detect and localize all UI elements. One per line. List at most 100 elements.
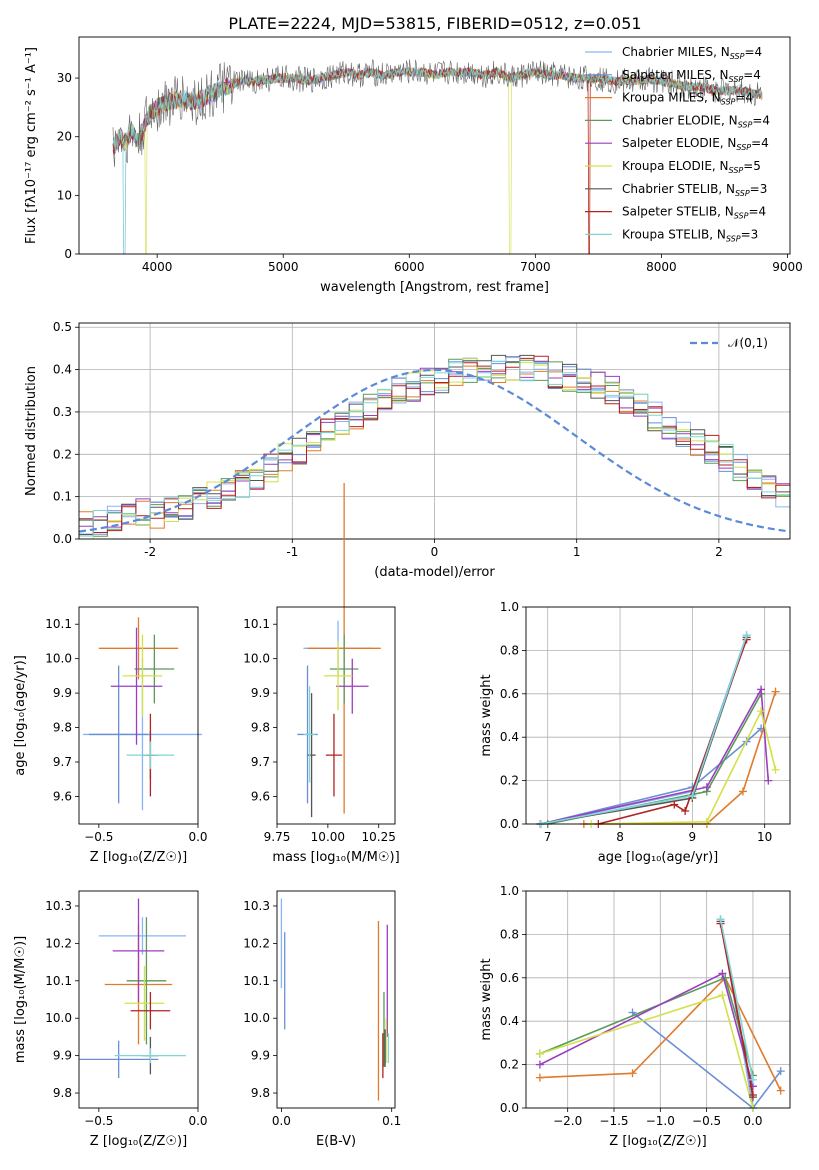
massweight_vs_age-xtick-label: 9 — [689, 830, 697, 844]
spectrum-xtick-label: 7000 — [520, 260, 551, 274]
age_vs_Z-xlabel: Z [log₁₀(Z/Z☉)] — [90, 850, 187, 865]
mass_vs_EBV-errorbars — [280, 898, 390, 1101]
plots: 4000 5000 6000 7000 8000 90000102030wavelengt… — [13, 36, 803, 1149]
massweight-series-line — [540, 686, 770, 825]
spectrum-axes: 4000 5000 6000 7000 8000 9000 0 10 20 30 — [57, 71, 803, 274]
spectrum-xtick-label: 9000 — [772, 260, 803, 274]
mass_vs_EBV-ytick-label: 9.8 — [251, 1086, 270, 1100]
mass_vs_Z-ytick-label: 10.2 — [45, 936, 72, 950]
spectrum-frame — [78, 36, 791, 255]
mass_vs_Z-frame — [78, 890, 199, 1109]
residual-ylabel: Normed distribution — [24, 366, 39, 496]
mass_vs_EBV-axes: 0.0 0.1 9.8 9.9 10.0 10.1 10.2 10.3 — [243, 899, 401, 1128]
residuals-xtick-label: 1 — [573, 545, 581, 559]
massweight-point — [771, 765, 780, 774]
massweight-point — [742, 631, 751, 640]
mass_vs_EBV-frame — [276, 890, 396, 1109]
legend-entry: Salpeter STELIB, NSSP=4 — [622, 205, 766, 221]
massweight-series-line — [540, 727, 762, 825]
massweight_vs_age-xlabel: age [log₁₀(age/yr)] — [598, 850, 719, 865]
mass_vs_Z-axes: −0.5 0.0 9.8 9.9 10.0 10.1 10.2 10.3 — [45, 899, 207, 1128]
massweight-point — [670, 800, 679, 809]
massweight_vs_Z-ytick-label: 0.0 — [500, 1101, 519, 1115]
massweight-point — [757, 707, 766, 716]
spectrum-ylabel: Flux [fλ10⁻¹⁷ erg cm⁻² s⁻¹ A⁻¹] — [24, 47, 39, 244]
legend-entry: Chabrier STELIB, NSSP=3 — [622, 182, 767, 198]
massweight-point — [776, 1067, 785, 1076]
age_vs_Z-ytick-label: 9.9 — [53, 686, 72, 700]
spectrum-ytick-label: 10 — [57, 188, 72, 202]
massweight-point — [721, 973, 730, 982]
age_vs_mass-ytick-label: 9.8 — [251, 721, 270, 735]
massweight-series-line — [539, 976, 782, 1091]
massweight-point — [738, 787, 747, 796]
residuals-xtick-label: 0 — [431, 545, 439, 559]
mass_vs_Z-ylabel: mass [log₁₀(M/M☉)] — [13, 936, 28, 1063]
residuals-ytick-label: 0.2 — [53, 447, 72, 461]
age_vs_Z-ytick-label: 10.0 — [45, 652, 72, 666]
age_vs_Z-errorbars — [82, 617, 202, 811]
legend-entry: Kroupa STELIB, NSSP=3 — [622, 227, 758, 243]
age_vs_mass-xtick-label: 10.00 — [311, 830, 345, 844]
massweight_vs_Z-xtick-label: −2.0 — [553, 1114, 582, 1128]
massweight_vs_Z-ytick-label: 0.8 — [500, 927, 519, 941]
residuals-frame — [78, 322, 791, 540]
massweight_vs_age-ytick-label: 0.2 — [500, 774, 519, 788]
massweight-point — [748, 1075, 757, 1084]
age_vs_mass-xlabel: mass [log₁₀(M/M☉)] — [272, 850, 399, 865]
massweight_vs_Z-axes: −2.0 −1.5 −1.0 −0.5 0.0 0.0 0.2 0.4 0.6 0.8 1.0 — [500, 884, 790, 1128]
mass_vs_Z-xlabel: Z [log₁₀(Z/Z☉)] — [90, 1134, 187, 1149]
massweight_vs_age-ylabel: mass weight — [479, 674, 494, 756]
massweight_vs_age-ytick-label: 0.6 — [500, 687, 519, 701]
legend-entry: Chabrier MILES, NSSP=4 — [622, 45, 762, 61]
mass_vs_EBV-ytick-label: 10.1 — [243, 974, 270, 988]
residuals-ytick-label: 0.5 — [53, 320, 72, 334]
massweight_vs_Z-ylabel: mass weight — [479, 958, 494, 1040]
massweight_vs_age-ytick-label: 0.4 — [500, 730, 519, 744]
mass_vs_EBV-xtick-label: 0.0 — [272, 1114, 291, 1128]
age_vs_Z-ytick-label: 9.8 — [53, 721, 72, 735]
massweight-point — [702, 783, 711, 792]
massweight-point — [748, 1090, 757, 1099]
mass_vs_EBV-ytick-label: 9.9 — [251, 1049, 270, 1063]
spectrum-xtick-label: 6000 — [394, 260, 425, 274]
massweight_vs_age-lines — [536, 631, 780, 828]
histogram-step — [79, 357, 790, 537]
massweight-point — [535, 1049, 544, 1058]
age_vs_mass-ytick-label: 9.6 — [251, 789, 270, 803]
legend-entry: Kroupa MILES, NSSP=4 — [622, 91, 753, 107]
residuals-ytick-label: 0.3 — [53, 405, 72, 419]
massweight-point — [535, 1073, 544, 1082]
massweight-point — [776, 1086, 785, 1095]
massweight_vs_Z-xtick-label: −0.5 — [692, 1114, 721, 1128]
residuals-xtick-label: -1 — [286, 545, 298, 559]
legend-entry: Chabrier ELODIE, NSSP=4 — [622, 113, 770, 129]
spectrum-ytick-label: 0 — [64, 247, 72, 261]
mass_vs_EBV-xtick-label: 0.1 — [382, 1114, 401, 1128]
massweight_vs_Z-ytick-label: 1.0 — [500, 884, 519, 898]
age_vs_mass-ytick-label: 9.9 — [251, 686, 270, 700]
age_vs_Z-ytick-label: 9.6 — [53, 789, 72, 803]
age_vs_mass-ytick-label: 10.1 — [243, 617, 270, 631]
massweight_vs_age-frame — [525, 606, 791, 825]
massweight_vs_age-ytick-label: 0.0 — [500, 817, 519, 831]
mass_vs_Z-ytick-label: 9.8 — [53, 1086, 72, 1100]
massweight_vs_Z-xlabel: Z [log₁₀(Z/Z☉)] — [609, 1134, 706, 1149]
massweight-series-line — [719, 919, 754, 1080]
spectrum-legend: Chabrier MILES, NSSP=4 Salpeter MILES, NS… — [585, 45, 770, 243]
mass_vs_EBV-xlabel: E(B-V) — [316, 1134, 356, 1149]
residual-xlabel: (data-model)/error — [374, 565, 495, 580]
spectrum-xtick-label: 4000 — [142, 260, 173, 274]
massweight_vs_age-xtick-label: 10 — [757, 830, 772, 844]
spectrum-ytick-label: 20 — [57, 130, 72, 144]
massweight_vs_Z-ytick-label: 0.2 — [500, 1058, 519, 1072]
massweight_vs_Z-xtick-label: −1.0 — [646, 1114, 675, 1128]
legend-entry: Salpeter ELODIE, NSSP=4 — [622, 136, 769, 152]
age_vs_Z-ytick-label: 9.7 — [53, 755, 72, 769]
mass_vs_Z-ytick-label: 10.0 — [45, 1011, 72, 1025]
residuals-xtick-label: 2 — [715, 545, 723, 559]
residual-legend-entry: 𝒩(0,1) — [728, 336, 768, 350]
age_vs_Z-xtick-label: −0.5 — [84, 830, 113, 844]
massweight-point — [757, 685, 766, 694]
